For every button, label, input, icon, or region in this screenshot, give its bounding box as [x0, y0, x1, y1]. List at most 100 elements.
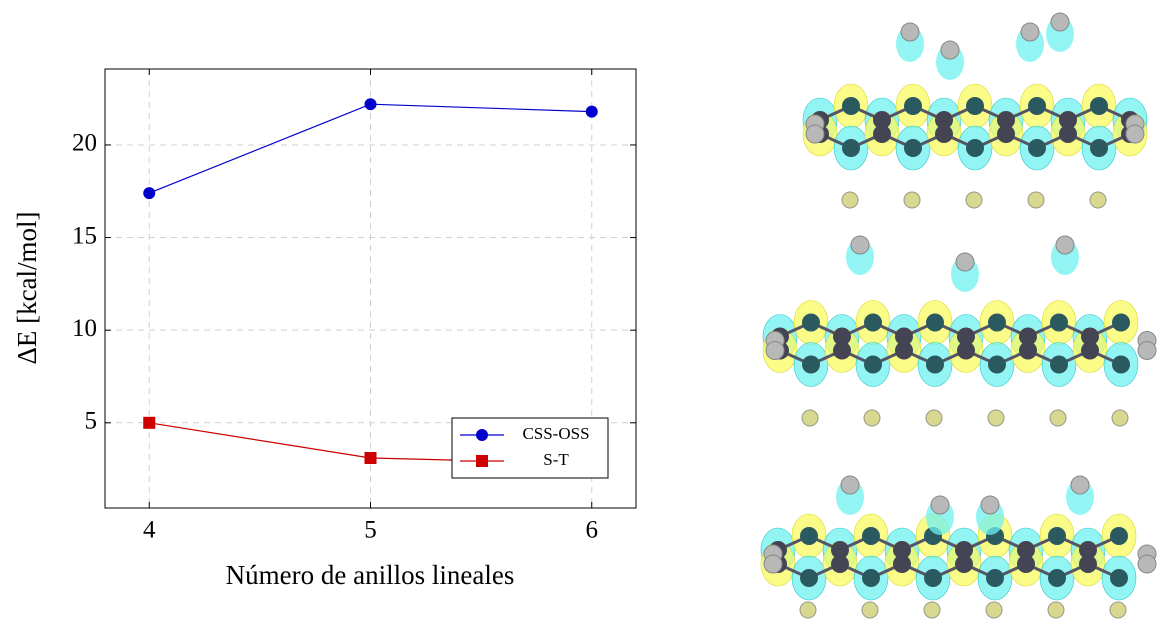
- carbon-atom: [986, 569, 1004, 587]
- data-point: [143, 187, 155, 199]
- carbon-atom: [842, 139, 860, 157]
- carbon-atom: [873, 125, 891, 143]
- legend-label: CSS-OSS: [522, 424, 589, 443]
- hydrogen-atom: [766, 342, 784, 360]
- carbon-atom: [1110, 569, 1128, 587]
- carbon-atom: [997, 125, 1015, 143]
- carbon-atom: [893, 555, 911, 573]
- carbon-atom: [904, 97, 922, 115]
- x-tick-label: 5: [364, 517, 377, 544]
- carbon-atom: [1048, 569, 1066, 587]
- data-point: [365, 452, 377, 464]
- y-tick-label: 15: [72, 222, 97, 249]
- molecule-image: [803, 13, 1147, 208]
- molecule-image: [761, 476, 1156, 618]
- carbon-atom: [831, 555, 849, 573]
- carbon-atom: [1050, 314, 1068, 332]
- carbon-atom: [1090, 97, 1108, 115]
- hydrogen-atom: [986, 602, 1002, 618]
- carbon-atom: [966, 97, 984, 115]
- hydrogen-atom: [941, 41, 959, 59]
- hydrogen-atom: [931, 496, 949, 514]
- hydrogen-atom: [1051, 13, 1069, 31]
- hydrogen-atom: [841, 476, 859, 494]
- legend-label: S-T: [543, 450, 569, 469]
- carbon-atom: [833, 342, 851, 360]
- hydrogen-atom: [1048, 602, 1064, 618]
- hydrogen-atom: [1112, 410, 1128, 426]
- hydrogen-atom: [1028, 192, 1044, 208]
- carbon-atom: [926, 314, 944, 332]
- hydrogen-atom: [924, 602, 940, 618]
- carbon-atom: [904, 139, 922, 157]
- carbon-atom: [924, 569, 942, 587]
- hydrogen-atom: [1056, 236, 1074, 254]
- carbon-atom: [802, 314, 820, 332]
- hydrogen-atom: [981, 496, 999, 514]
- data-point: [365, 98, 377, 110]
- hydrogen-atom: [842, 192, 858, 208]
- data-point: [143, 417, 155, 429]
- hydrogen-atom: [956, 253, 974, 271]
- x-tick-label: 4: [143, 517, 156, 544]
- carbon-atom: [862, 527, 880, 545]
- carbon-atom: [800, 569, 818, 587]
- carbon-atom: [802, 356, 820, 374]
- carbon-atom: [1112, 314, 1130, 332]
- carbon-atom: [1090, 139, 1108, 157]
- carbon-atom: [1059, 125, 1077, 143]
- carbon-atom: [864, 356, 882, 374]
- hydrogen-atom: [802, 410, 818, 426]
- data-point: [586, 106, 598, 118]
- figure: Número de anillos lineales ΔE [kcal/mol]…: [0, 0, 1159, 629]
- hydrogen-atom: [851, 236, 869, 254]
- hydrogen-atom: [988, 410, 1004, 426]
- carbon-atom: [862, 569, 880, 587]
- y-tick-label: 5: [85, 408, 98, 435]
- hydrogen-atom: [1138, 555, 1156, 573]
- y-axis-label: ΔE [kcal/mol]: [12, 211, 42, 364]
- hydrogen-atom: [1110, 602, 1126, 618]
- carbon-atom: [1028, 139, 1046, 157]
- hydrogen-atom: [862, 602, 878, 618]
- hydrogen-atom: [901, 23, 919, 41]
- hydrogen-atom: [1090, 192, 1106, 208]
- carbon-atom: [1048, 527, 1066, 545]
- hydrogen-atom: [926, 410, 942, 426]
- carbon-atom: [864, 314, 882, 332]
- hydrogen-atom: [904, 192, 920, 208]
- hydrogen-atom: [966, 192, 982, 208]
- hydrogen-atom: [864, 410, 880, 426]
- hydrogen-atom: [1071, 476, 1089, 494]
- carbon-atom: [957, 342, 975, 360]
- carbon-atom: [1110, 527, 1128, 545]
- hydrogen-atom: [1138, 342, 1156, 360]
- hydrogen-atom: [1126, 125, 1144, 143]
- carbon-atom: [966, 139, 984, 157]
- x-axis-label: Número de anillos lineales: [226, 560, 515, 590]
- carbon-atom: [800, 527, 818, 545]
- molecule-image: [763, 236, 1156, 426]
- carbon-atom: [1028, 97, 1046, 115]
- carbon-atom: [926, 356, 944, 374]
- hydrogen-atom: [1021, 23, 1039, 41]
- carbon-atom: [988, 314, 1006, 332]
- hydrogen-atom: [800, 602, 816, 618]
- legend-marker: [476, 429, 488, 441]
- hydrogen-atom: [764, 555, 782, 573]
- y-tick-label: 20: [72, 130, 97, 157]
- carbon-atom: [1019, 342, 1037, 360]
- carbon-atom: [842, 97, 860, 115]
- carbon-atom: [1081, 342, 1099, 360]
- carbon-atom: [1112, 356, 1130, 374]
- y-tick-label: 10: [72, 315, 97, 342]
- carbon-atom: [1017, 555, 1035, 573]
- carbon-atom: [1079, 555, 1097, 573]
- x-tick-label: 6: [586, 517, 599, 544]
- hydrogen-atom: [1050, 410, 1066, 426]
- carbon-atom: [988, 356, 1006, 374]
- hydrogen-atom: [806, 125, 824, 143]
- carbon-atom: [935, 125, 953, 143]
- legend-marker: [476, 455, 488, 467]
- carbon-atom: [1050, 356, 1068, 374]
